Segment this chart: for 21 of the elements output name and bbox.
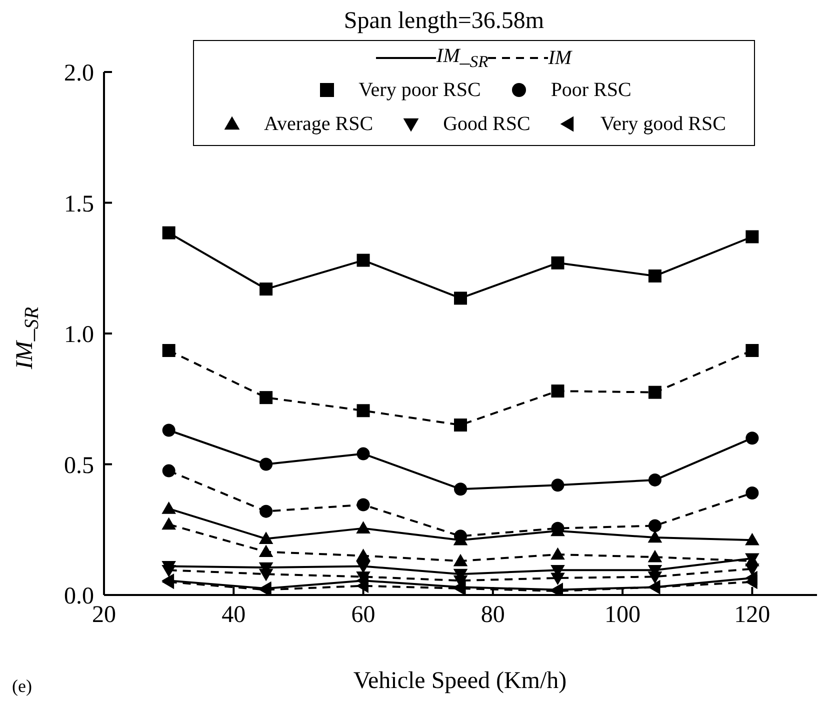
legend-label: Poor RSC [550, 78, 632, 102]
x-tick-label: 80 [480, 602, 505, 628]
legend-label: Very good RSC [600, 112, 726, 136]
legend-label: Good RSC [443, 112, 530, 136]
y-tick-label: 1.5 [64, 191, 94, 218]
text: IM_$_{SR}$ [436, 44, 488, 72]
chart-title: Span length=36.58m [342, 8, 546, 35]
x-tick-label: 120 [734, 602, 770, 628]
y-tick-label: 2.0 [64, 60, 94, 87]
text: (e) [12, 676, 32, 697]
x-tick-label: 60 [351, 602, 376, 628]
x-tick-label: 100 [604, 602, 641, 628]
legend-label: Average RSC [264, 112, 374, 136]
y-tick-label: 1.0 [64, 322, 94, 348]
x-tick-label: 40 [222, 602, 246, 628]
y-tick-label: 0.0 [64, 584, 94, 610]
text: IM [548, 46, 572, 70]
legend-label: Very poor RSC [358, 78, 481, 102]
x-axis-title: Vehicle Speed (Km/h) [352, 668, 568, 695]
x-tick-label: 20 [92, 602, 116, 628]
y-tick-label: 0.5 [64, 452, 94, 479]
